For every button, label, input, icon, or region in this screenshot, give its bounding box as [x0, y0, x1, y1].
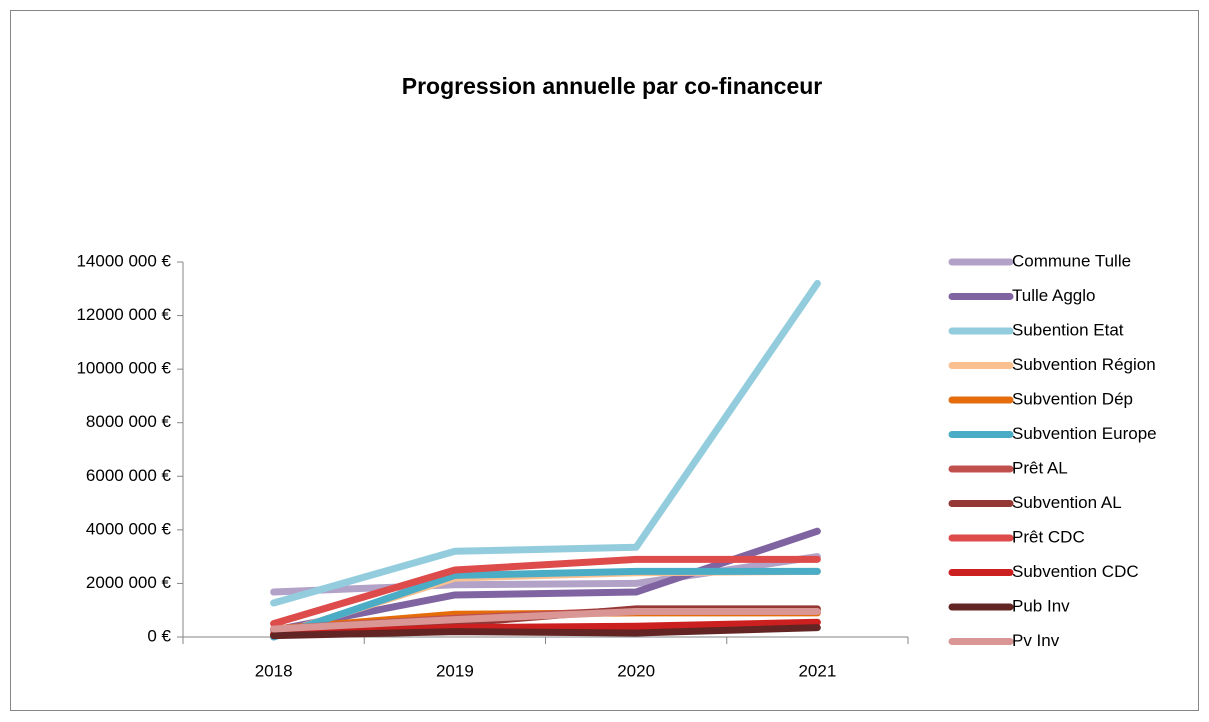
y-tick-label: 0 € — [147, 626, 171, 645]
legend-label: Subention Etat — [1012, 320, 1124, 339]
chart-title: Progression annuelle par co-financeur — [402, 73, 823, 99]
y-tick-label: 12000 000 € — [76, 305, 171, 324]
x-tick-label: 2020 — [617, 661, 655, 680]
x-tick-label: 2019 — [436, 661, 474, 680]
x-tick-label: 2018 — [255, 661, 293, 680]
legend-label: Commune Tulle — [1012, 251, 1131, 270]
series-line — [270, 608, 821, 633]
legend-label: Prêt AL — [1012, 458, 1068, 477]
series-line — [270, 567, 821, 641]
y-tick-label: 4000 000 € — [86, 519, 172, 538]
legend-label: Subvention AL — [1012, 493, 1122, 512]
legend-label: Subvention Région — [1012, 355, 1156, 374]
series-line — [270, 279, 821, 607]
legend-label: Subvention Europe — [1012, 424, 1157, 443]
legend-label: Pub Inv — [1012, 596, 1070, 615]
legend-label: Subvention CDC — [1012, 562, 1139, 581]
y-tick-label: 10000 000 € — [76, 359, 171, 378]
legend-label: Prêt CDC — [1012, 527, 1085, 546]
series-line — [270, 624, 821, 640]
series-line — [270, 555, 821, 628]
y-tick-label: 14000 000 € — [76, 251, 171, 270]
legend-label: Pv Inv — [1012, 631, 1060, 650]
y-tick-label: 2000 000 € — [86, 573, 172, 592]
y-tick-label: 8000 000 € — [86, 412, 172, 431]
y-tick-label: 6000 000 € — [86, 466, 172, 485]
legend-label: Tulle Agglo — [1012, 286, 1095, 305]
legend-label: Subvention Dép — [1012, 389, 1133, 408]
x-tick-label: 2021 — [798, 661, 836, 680]
